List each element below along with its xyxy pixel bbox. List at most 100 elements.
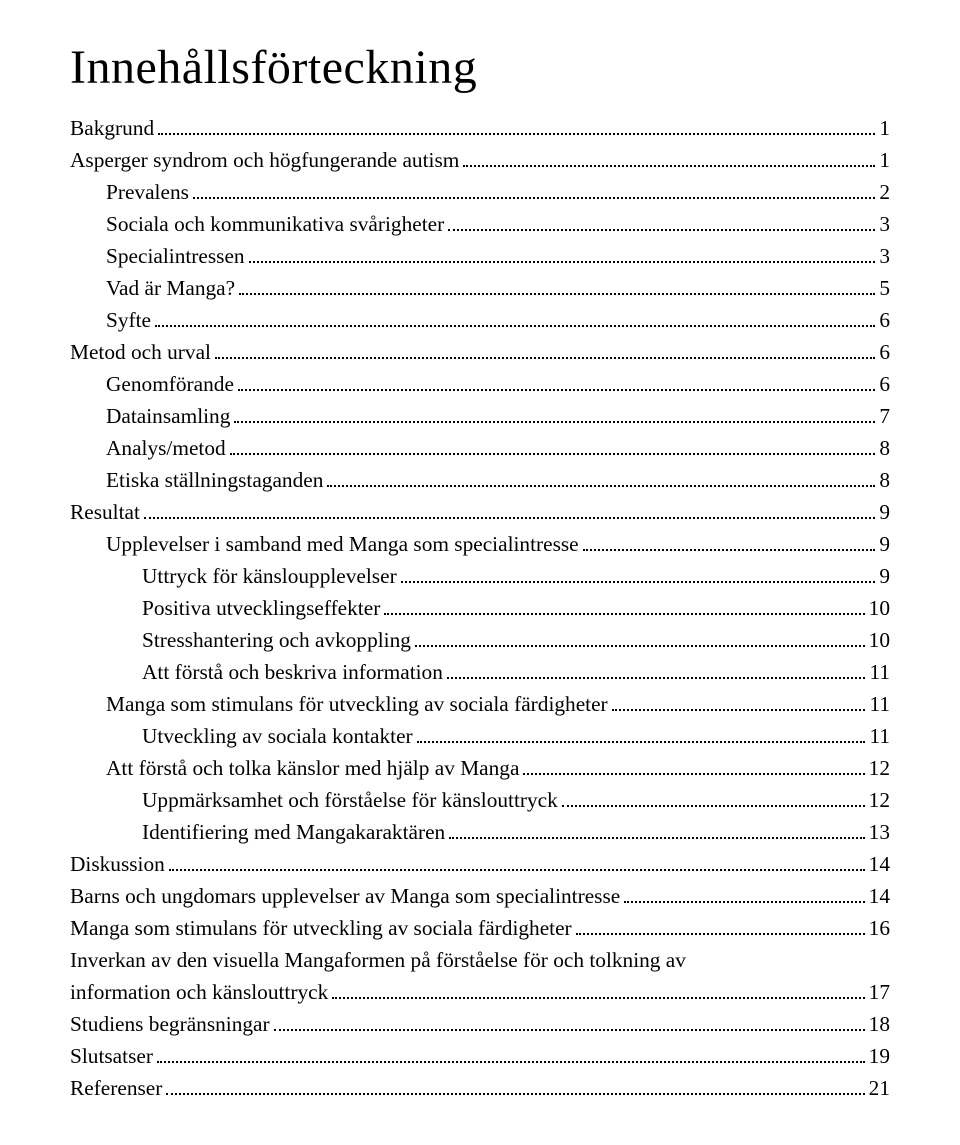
- toc-entry: Positiva utvecklingseffekter 10: [70, 593, 890, 625]
- toc-leader-dots: [447, 677, 866, 679]
- toc-page-number: 14: [869, 849, 890, 881]
- toc-page-number: 16: [869, 913, 890, 945]
- toc-leader-dots: [463, 165, 875, 167]
- table-of-contents: Bakgrund 1Asperger syndrom och högfungera…: [70, 113, 890, 1105]
- toc-label: Resultat: [70, 497, 140, 529]
- toc-leader-dots: [166, 1093, 864, 1095]
- toc-leader-dots: [448, 229, 875, 231]
- toc-label: Metod och urval: [70, 337, 211, 369]
- toc-page-number: 18: [869, 1009, 890, 1041]
- toc-entry: Utveckling av sociala kontakter 11: [70, 721, 890, 753]
- toc-entry: Uttryck för känsloupplevelser 9: [70, 561, 890, 593]
- toc-leader-dots: [401, 581, 876, 583]
- toc-page-number: 19: [869, 1041, 890, 1073]
- toc-page-number: 21: [869, 1073, 890, 1105]
- toc-leader-dots: [274, 1029, 865, 1031]
- toc-entry: Diskussion 14: [70, 849, 890, 881]
- toc-leader-dots: [238, 389, 875, 391]
- toc-label: information och känslouttryck: [70, 977, 328, 1009]
- toc-leader-dots: [234, 421, 875, 423]
- toc-leader-dots: [144, 517, 875, 519]
- toc-label: Bakgrund: [70, 113, 154, 145]
- toc-page-number: 7: [879, 401, 890, 433]
- toc-label: Prevalens: [106, 177, 189, 209]
- toc-label: Sociala och kommunikativa svårigheter: [106, 209, 444, 241]
- toc-label: Referenser: [70, 1073, 162, 1105]
- toc-label: Analys/metod: [106, 433, 226, 465]
- toc-label: Positiva utvecklingseffekter: [142, 593, 380, 625]
- toc-entry: Att förstå och tolka känslor med hjälp a…: [70, 753, 890, 785]
- toc-page-number: 17: [869, 977, 890, 1009]
- toc-page-number: 9: [879, 561, 890, 593]
- toc-leader-dots: [449, 837, 864, 839]
- toc-page-number: 6: [879, 305, 890, 337]
- toc-leader-dots: [583, 549, 876, 551]
- toc-leader-dots: [249, 261, 876, 263]
- toc-entry: Specialintressen3: [70, 241, 890, 273]
- toc-label: Utveckling av sociala kontakter: [142, 721, 413, 753]
- toc-entry: Asperger syndrom och högfungerande autis…: [70, 145, 890, 177]
- toc-leader-dots: [157, 1061, 865, 1063]
- toc-entry: Uppmärksamhet och förståelse för känslou…: [70, 785, 890, 817]
- toc-page-number: 6: [879, 369, 890, 401]
- toc-leader-dots: [215, 357, 875, 359]
- toc-entry: Prevalens 2: [70, 177, 890, 209]
- toc-leader-dots: [230, 453, 876, 455]
- toc-label: Vad är Manga?: [106, 273, 235, 305]
- toc-leader-dots: [612, 709, 866, 711]
- toc-page-number: 3: [879, 209, 890, 241]
- toc-page-number: 10: [869, 625, 890, 657]
- toc-label: Diskussion: [70, 849, 165, 881]
- toc-entry: Upplevelser i samband med Manga som spec…: [70, 529, 890, 561]
- toc-label: Inverkan av den visuella Mangaformen på …: [70, 945, 890, 977]
- toc-page-number: 9: [879, 529, 890, 561]
- toc-entry: Manga som stimulans för utveckling av so…: [70, 913, 890, 945]
- toc-label: Etiska ställningstaganden: [106, 465, 323, 497]
- toc-page-number: 11: [869, 721, 890, 753]
- toc-page-number: 1: [879, 145, 890, 177]
- toc-entry: Sociala och kommunikativa svårigheter 3: [70, 209, 890, 241]
- toc-entry: Metod och urval6: [70, 337, 890, 369]
- toc-label: Att förstå och beskriva information: [142, 657, 443, 689]
- toc-page-number: 1: [879, 113, 890, 145]
- toc-label: Barns och ungdomars upplevelser av Manga…: [70, 881, 620, 913]
- toc-entry: Genomförande 6: [70, 369, 890, 401]
- toc-page-number: 12: [869, 785, 890, 817]
- toc-label: Uttryck för känsloupplevelser: [142, 561, 397, 593]
- toc-page-number: 13: [869, 817, 890, 849]
- toc-entry: Referenser 21: [70, 1073, 890, 1105]
- toc-page-number: 5: [879, 273, 890, 305]
- toc-label: Manga som stimulans för utveckling av so…: [70, 913, 572, 945]
- toc-entry: Att förstå och beskriva information11: [70, 657, 890, 689]
- toc-entry: Studiens begränsningar 18: [70, 1009, 890, 1041]
- toc-entry: Bakgrund 1: [70, 113, 890, 145]
- toc-leader-dots: [523, 773, 864, 775]
- toc-leader-dots: [417, 741, 866, 743]
- toc-label: Identifiering med Mangakaraktären: [142, 817, 445, 849]
- toc-leader-dots: [158, 133, 875, 135]
- toc-label: Slutsatser: [70, 1041, 153, 1073]
- toc-label: Specialintressen: [106, 241, 245, 273]
- toc-entry: Vad är Manga? 5: [70, 273, 890, 305]
- toc-leader-dots: [384, 613, 864, 615]
- toc-leader-dots: [169, 869, 865, 871]
- toc-entry: Resultat9: [70, 497, 890, 529]
- toc-entry: Datainsamling 7: [70, 401, 890, 433]
- toc-entry: Stresshantering och avkoppling10: [70, 625, 890, 657]
- toc-page-number: 2: [879, 177, 890, 209]
- toc-page-number: 10: [869, 593, 890, 625]
- toc-entry: Barns och ungdomars upplevelser av Manga…: [70, 881, 890, 913]
- toc-label: Datainsamling: [106, 401, 230, 433]
- toc-label: Manga som stimulans för utveckling av so…: [106, 689, 608, 721]
- toc-label: Upplevelser i samband med Manga som spec…: [106, 529, 579, 561]
- toc-label: Studiens begränsningar: [70, 1009, 270, 1041]
- toc-leader-dots: [576, 933, 865, 935]
- toc-leader-dots: [239, 293, 875, 295]
- toc-entry: Analys/metod8: [70, 433, 890, 465]
- toc-leader-dots: [562, 805, 865, 807]
- toc-entry: Slutsatser 19: [70, 1041, 890, 1073]
- toc-label: Uppmärksamhet och förståelse för känslou…: [142, 785, 558, 817]
- toc-leader-dots: [415, 645, 865, 647]
- toc-label: Genomförande: [106, 369, 234, 401]
- toc-leader-dots: [327, 485, 875, 487]
